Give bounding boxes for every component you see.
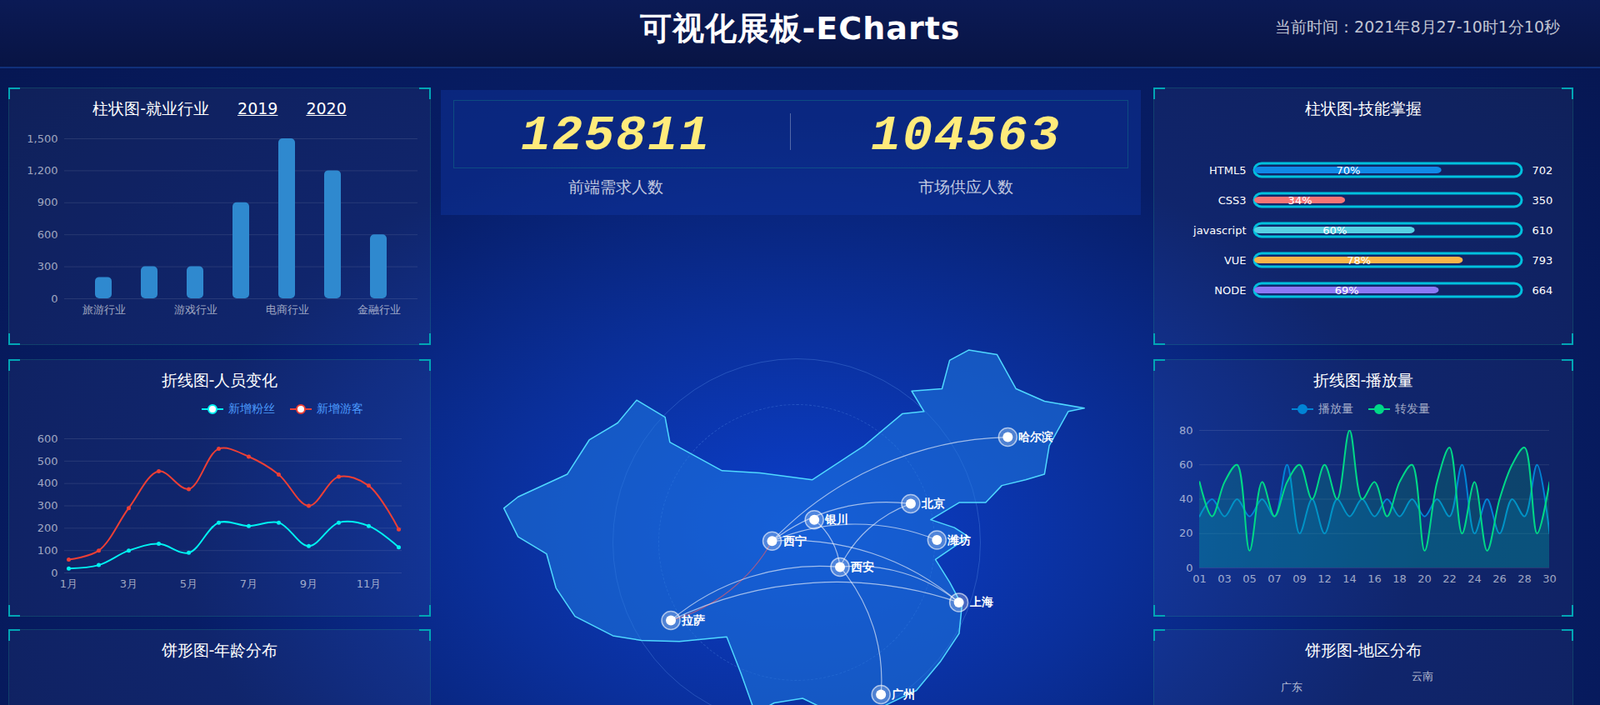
svg-text:20: 20	[1417, 572, 1432, 585]
svg-text:金融行业: 金融行业	[357, 303, 401, 316]
svg-text:CSS3: CSS3	[1218, 194, 1247, 207]
html-text:转发量: 转发量	[1395, 401, 1430, 415]
html-text:新增粉丝: 新增粉丝	[228, 401, 275, 415]
svg-text:400: 400	[37, 476, 59, 490]
html-text:当前时间：2021年8月27-10时1分10秒: 当前时间：2021年8月27-10时1分10秒	[1275, 17, 1560, 36]
svg-text:22: 22	[1442, 572, 1457, 585]
svg-text:北京: 北京	[920, 496, 945, 510]
svg-text:20: 20	[1179, 526, 1194, 540]
svg-text:西宁: 西宁	[782, 534, 807, 548]
svg-text:9月: 9月	[300, 577, 318, 590]
svg-text:0: 0	[1186, 561, 1193, 574]
svg-text:NODE: NODE	[1214, 284, 1246, 297]
svg-text:游戏行业: 游戏行业	[174, 303, 218, 316]
svg-text:01: 01	[1192, 572, 1207, 585]
svg-text:电商行业: 电商行业	[265, 303, 310, 316]
svg-text:广州: 广州	[890, 687, 915, 701]
svg-text:18: 18	[1392, 572, 1407, 585]
svg-text:100: 100	[37, 544, 59, 557]
svg-text:300: 300	[37, 260, 59, 273]
svg-text:1,200: 1,200	[26, 164, 58, 177]
svg-text:16: 16	[1367, 572, 1382, 585]
svg-text:40: 40	[1179, 492, 1194, 505]
svg-text:07: 07	[1267, 572, 1282, 585]
svg-text:上海: 上海	[969, 595, 994, 609]
svg-text:0: 0	[50, 292, 58, 305]
svg-text:78%: 78%	[1346, 254, 1371, 267]
html-text:折线图-人员变化: 折线图-人员变化	[161, 370, 278, 390]
svg-text:0: 0	[50, 566, 58, 580]
svg-text:03: 03	[1217, 572, 1232, 585]
html-text:125811: 125811	[520, 107, 711, 165]
svg-text:14: 14	[1342, 572, 1357, 585]
html-text:折线图-播放量: 折线图-播放量	[1313, 370, 1414, 390]
svg-text:610: 610	[1532, 224, 1554, 237]
svg-text:1月: 1月	[60, 577, 78, 590]
html-text:柱状图-技能掌握: 柱状图-技能掌握	[1305, 99, 1422, 118]
svg-text:200: 200	[37, 521, 59, 535]
svg-text:11月: 11月	[356, 577, 382, 590]
html-text:前端需求人数: 前端需求人数	[568, 177, 664, 196]
svg-text:600: 600	[37, 432, 59, 445]
svg-text:西安: 西安	[850, 560, 875, 574]
html-text:柱状图-就业行业: 柱状图-就业行业	[92, 99, 210, 118]
svg-text:300: 300	[37, 499, 59, 512]
svg-text:5月: 5月	[180, 577, 198, 590]
html-text:2020: 2020	[306, 99, 347, 118]
html-text:新增游客: 新增游客	[316, 401, 364, 415]
svg-text:793: 793	[1532, 254, 1554, 267]
html-text:广东: 广东	[1280, 680, 1303, 694]
svg-text:潍坊: 潍坊	[946, 533, 971, 547]
svg-text:旅游行业: 旅游行业	[82, 303, 126, 316]
svg-text:银川: 银川	[824, 512, 849, 526]
svg-text:500: 500	[37, 454, 59, 467]
svg-text:900: 900	[37, 195, 59, 209]
svg-text:3月: 3月	[120, 577, 138, 590]
html-text:市场供应人数: 市场供应人数	[918, 177, 1014, 196]
svg-text:哈尔滨: 哈尔滨	[1018, 430, 1054, 444]
svg-text:702: 702	[1532, 164, 1554, 177]
svg-text:24: 24	[1467, 572, 1482, 585]
html-text:播放量: 播放量	[1318, 401, 1354, 415]
svg-text:拉萨: 拉萨	[680, 613, 705, 627]
svg-text:70%: 70%	[1335, 164, 1360, 177]
html-text:104563: 104563	[870, 107, 1061, 165]
svg-text:1,500: 1,500	[26, 132, 58, 145]
html-text:云南: 云南	[1411, 670, 1434, 683]
svg-text:69%: 69%	[1335, 284, 1360, 297]
svg-text:34%: 34%	[1288, 194, 1313, 207]
svg-text:60%: 60%	[1322, 224, 1347, 237]
svg-text:30: 30	[1542, 572, 1557, 585]
svg-text:350: 350	[1532, 194, 1554, 207]
svg-text:60: 60	[1179, 458, 1194, 471]
svg-text:09: 09	[1292, 572, 1307, 585]
html-text:饼形图-年龄分布: 饼形图-年龄分布	[161, 640, 278, 660]
html-text:2019: 2019	[237, 99, 278, 118]
html-text:可视化展板-ECharts: 可视化展板-ECharts	[639, 10, 961, 47]
html-text:饼形图-地区分布: 饼形图-地区分布	[1305, 640, 1422, 660]
svg-text:12: 12	[1317, 572, 1332, 585]
svg-text:80: 80	[1179, 424, 1194, 437]
svg-text:VUE: VUE	[1224, 254, 1247, 267]
svg-text:javascript: javascript	[1192, 224, 1246, 237]
svg-text:26: 26	[1492, 572, 1507, 585]
svg-text:28: 28	[1517, 572, 1532, 585]
svg-text:664: 664	[1532, 284, 1554, 297]
svg-text:7月: 7月	[240, 577, 258, 590]
svg-text:HTML5: HTML5	[1209, 164, 1246, 177]
svg-text:600: 600	[37, 228, 59, 241]
svg-text:05: 05	[1242, 572, 1257, 585]
